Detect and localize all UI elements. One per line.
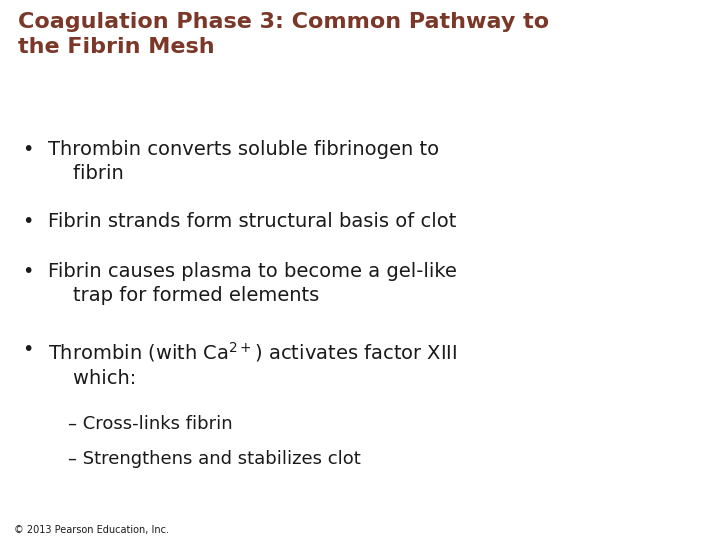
Text: Thrombin (with Ca$^{2+}$) activates factor XIII
    which:: Thrombin (with Ca$^{2+}$) activates fact… [48, 340, 457, 388]
Text: – Strengthens and stabilizes clot: – Strengthens and stabilizes clot [68, 450, 361, 468]
Text: •: • [22, 212, 33, 231]
Text: Thrombin converts soluble fibrinogen to
    fibrin: Thrombin converts soluble fibrinogen to … [48, 140, 439, 183]
Text: •: • [22, 140, 33, 159]
Text: Fibrin causes plasma to become a gel-like
    trap for formed elements: Fibrin causes plasma to become a gel-lik… [48, 262, 457, 305]
Text: © 2013 Pearson Education, Inc.: © 2013 Pearson Education, Inc. [14, 525, 169, 535]
Text: Coagulation Phase 3: Common Pathway to
the Fibrin Mesh: Coagulation Phase 3: Common Pathway to t… [18, 12, 549, 57]
Text: •: • [22, 262, 33, 281]
Text: – Cross-links fibrin: – Cross-links fibrin [68, 415, 233, 433]
Text: •: • [22, 340, 33, 359]
Text: Fibrin strands form structural basis of clot: Fibrin strands form structural basis of … [48, 212, 456, 231]
